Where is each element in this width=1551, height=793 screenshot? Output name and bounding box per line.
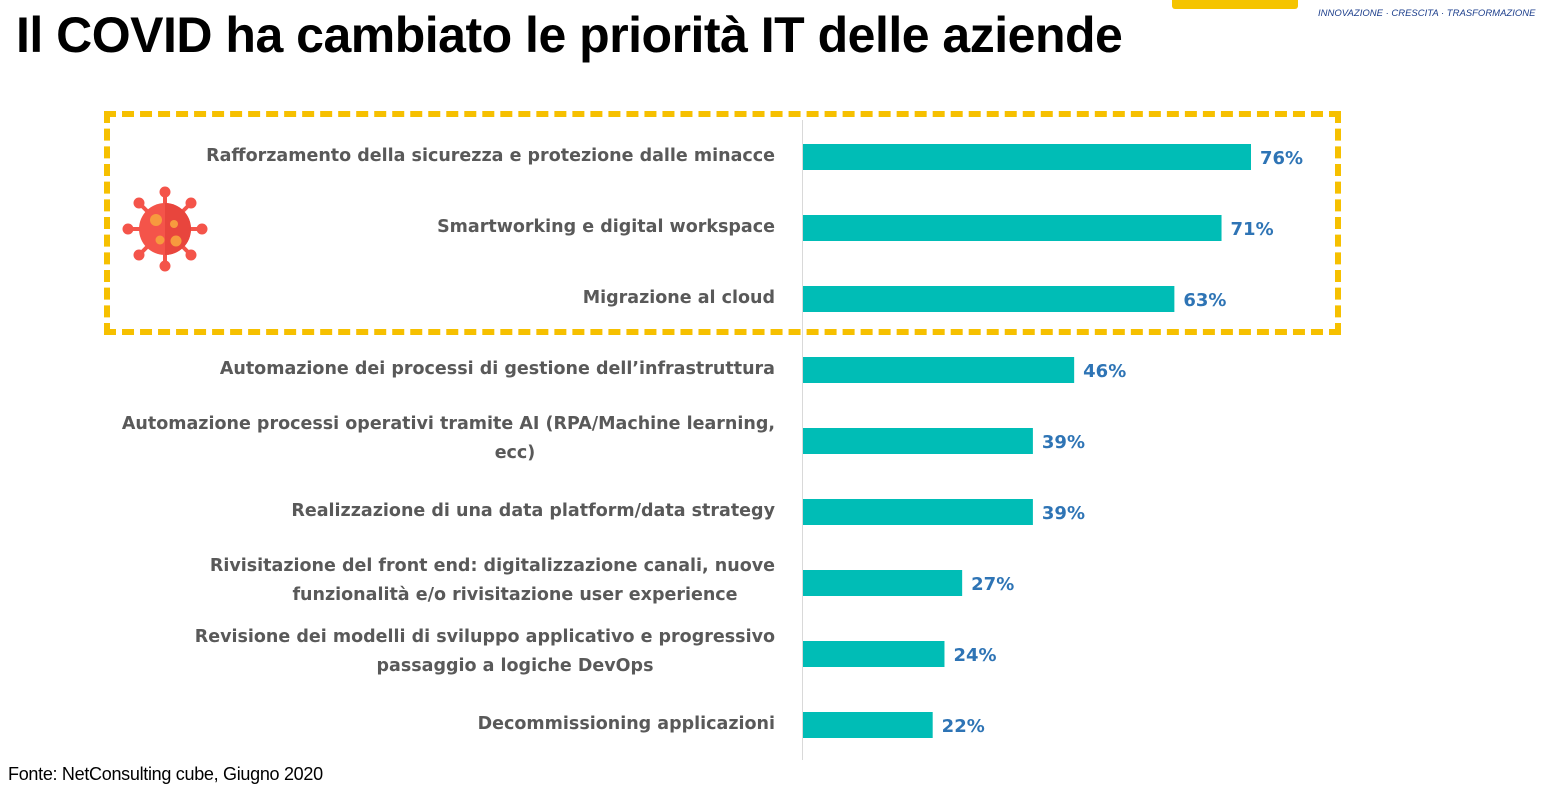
category-label-line: Migrazione al cloud [582, 287, 775, 308]
category-label-line: Rafforzamento della sicurezza e protezio… [206, 145, 775, 166]
category-label-line: Decommissioning applicazioni [477, 713, 775, 734]
category-label: Automazione processi operativi tramite A… [95, 410, 775, 468]
category-label-line: Smartworking e digital workspace [437, 216, 775, 237]
category-label-line: Realizzazione di una data platform/data … [291, 500, 775, 521]
category-label-line: Automazione processi operativi tramite A… [121, 414, 775, 434]
category-label: Automazione dei processi di gestione del… [95, 355, 775, 384]
category-label: Realizzazione di una data platform/data … [95, 497, 775, 526]
bar [803, 712, 933, 738]
bar-value-label: 39% [1042, 432, 1085, 453]
bar-value-label: 22% [942, 716, 985, 737]
covid-priorities-highlight-box [104, 111, 1341, 335]
bar-value-label: 24% [953, 645, 996, 666]
category-label: Migrazione al cloud [95, 284, 775, 313]
category-label-line: Rivisitazione del front end: digitalizza… [209, 556, 775, 576]
bar-value-label: 27% [971, 574, 1014, 595]
page-title: Il COVID ha cambiato le priorità IT dell… [16, 7, 1123, 63]
bar-value-label: 46% [1083, 361, 1126, 382]
category-label-line: funzionalità e/o rivisitazione user expe… [292, 585, 738, 605]
brand-logo: INNOVAZIONE · CRESCITA · TRASFORMAZIONE [1168, 0, 1551, 30]
bar-value-label: 71% [1231, 219, 1274, 240]
virus-icon [122, 186, 208, 272]
category-label: Rafforzamento della sicurezza e protezio… [95, 142, 775, 171]
category-label: Revisione dei modelli di sviluppo applic… [95, 623, 775, 681]
category-label: Smartworking e digital workspace [95, 213, 775, 242]
bar-value-label: 76% [1260, 148, 1303, 169]
source-note: Fonte: NetConsulting cube, Giugno 2020 [8, 764, 323, 784]
category-label-line: Automazione dei processi di gestione del… [219, 358, 775, 379]
bar [803, 215, 1222, 241]
logo-yellow-bar [1172, 0, 1298, 9]
category-label-line: Revisione dei modelli di sviluppo applic… [194, 627, 775, 647]
category-label-line: passaggio a logiche DevOps [376, 656, 654, 676]
bar [803, 357, 1075, 383]
category-label: Decommissioning applicazioni [95, 710, 775, 739]
logo-tagline: INNOVAZIONE · CRESCITA · TRASFORMAZIONE [1318, 8, 1536, 19]
category-label-line: ecc) [494, 443, 536, 463]
category-label: Rivisitazione del front end: digitalizza… [95, 552, 775, 610]
bar [803, 144, 1251, 170]
bar [803, 641, 945, 667]
bar [803, 570, 963, 596]
bar [803, 286, 1175, 312]
bar-value-label: 63% [1183, 290, 1226, 311]
bar-value-label: 39% [1042, 503, 1085, 524]
bar [803, 499, 1033, 525]
bar [803, 428, 1033, 454]
